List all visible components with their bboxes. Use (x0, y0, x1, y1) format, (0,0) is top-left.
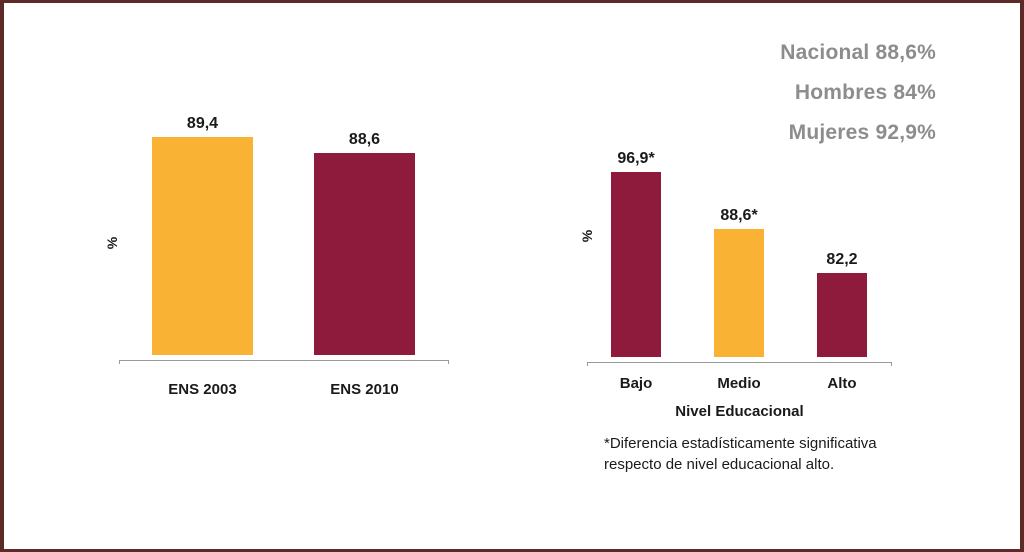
bar-ens-2010 (314, 153, 415, 355)
bar-value-label: 89,4 (186, 115, 219, 132)
bar-group: 88,6 (314, 131, 415, 355)
bar-alto (817, 273, 867, 357)
summary-line-mujeres: Mujeres 92,9% (788, 121, 936, 144)
bars: 89,4 88,6 (152, 115, 415, 355)
x-axis-label: Nivel Educacional (675, 403, 804, 420)
x-axis-line (587, 362, 892, 366)
bar-group: 82,2 (817, 251, 867, 357)
bar-value-label: 88,6 (348, 131, 381, 148)
category-label: ENS 2003 (168, 381, 237, 398)
footnote-line-1: *Diferencia estadísticamente significati… (604, 435, 877, 452)
x-axis-line (119, 360, 449, 364)
bar-value-label: 96,9* (617, 150, 655, 167)
category-label: ENS 2010 (330, 381, 399, 398)
y-axis-label: % (579, 229, 595, 243)
category-label: Medio (717, 375, 761, 392)
footnote-line-2: respecto de nivel educacional alto. (604, 456, 835, 473)
category-label: Alto (827, 375, 857, 392)
summary-line-nacional: Nacional 88,6% (780, 41, 936, 64)
summary-line-hombres: Hombres 84% (794, 81, 936, 104)
bars: 96,9* 88,6* 82,2 (611, 150, 867, 357)
bar-ens-2003 (152, 137, 253, 355)
bar-group: 96,9* (611, 150, 661, 357)
bar-value-label: 88,6* (720, 207, 758, 224)
category-row: Bajo Medio Alto (611, 375, 867, 392)
summary-block: Nacional 88,6% Hombres 84% Mujeres 92,9% (780, 33, 936, 153)
footnote: *Diferencia estadísticamente significati… (604, 433, 877, 475)
bar-value-label: 82,2 (826, 251, 858, 268)
bar-group: 89,4 (152, 115, 253, 355)
bar-medio (714, 229, 764, 357)
bar-group: 88,6* (714, 207, 764, 357)
category-label: Bajo (619, 375, 653, 392)
y-axis-label: % (104, 236, 120, 250)
category-row: ENS 2003 ENS 2010 (152, 381, 415, 398)
bar-bajo (611, 172, 661, 357)
